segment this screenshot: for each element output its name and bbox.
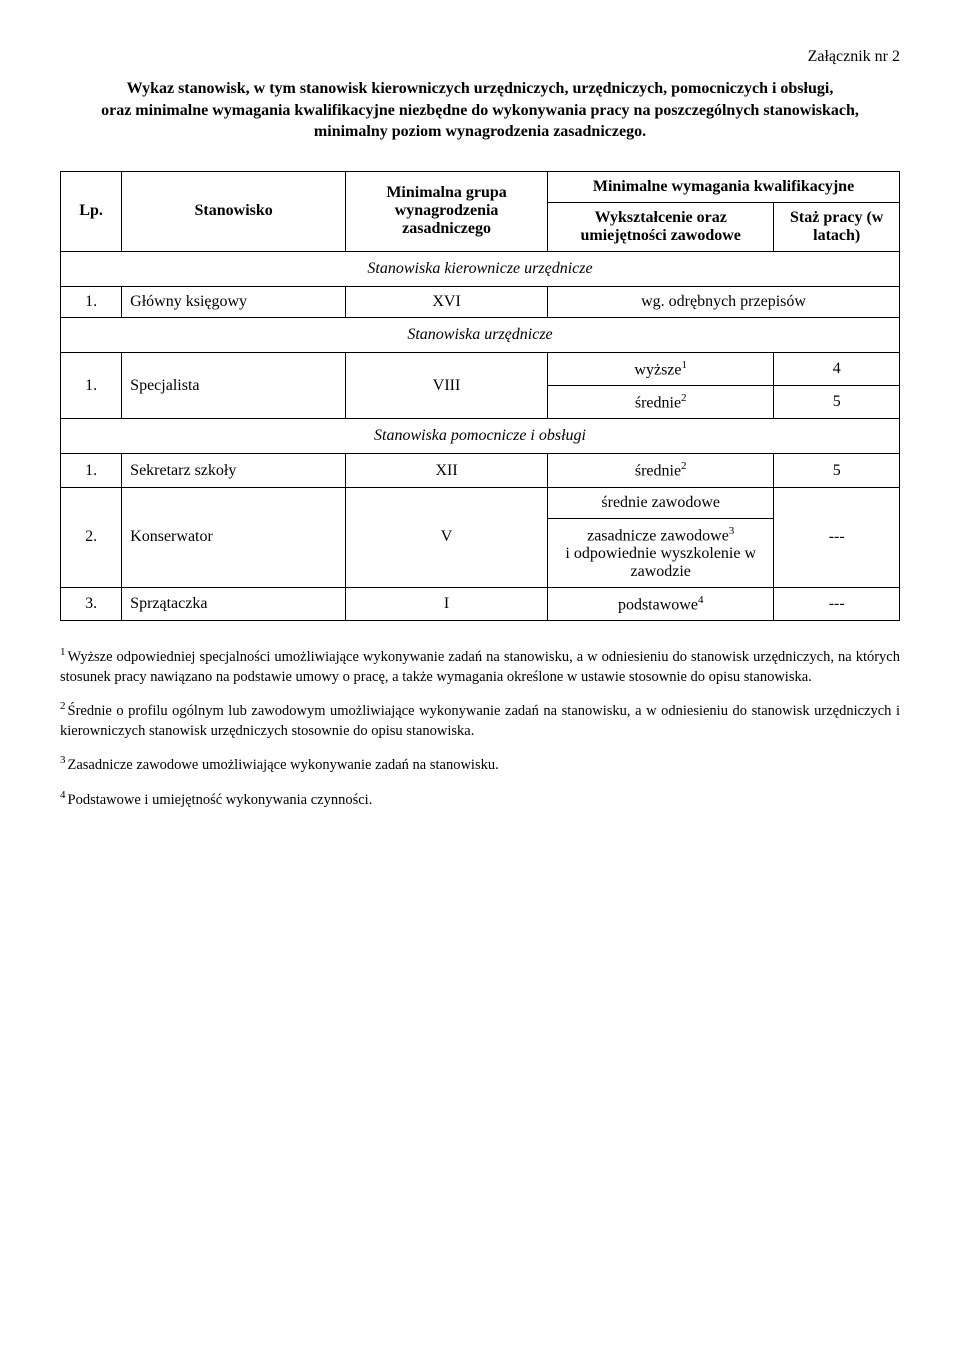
- footnote-1: 1Wyższe odpowiedniej specjalności umożli…: [60, 645, 900, 687]
- edu-sup: 3: [729, 525, 735, 537]
- section-pomocnicze-label: Stanowiska pomocnicze i obsługi: [61, 419, 900, 454]
- col-minimalna-grupa: Minimalna grupa wynagrodzenia zasadnicze…: [346, 171, 548, 251]
- cell-grp: I: [346, 588, 548, 621]
- cell-edu: wyższe1: [548, 352, 774, 385]
- cell-edu: średnie2: [548, 454, 774, 487]
- cell-exp: ---: [774, 487, 900, 587]
- footnote-4-text: Podstawowe i umiejętność wykonywania czy…: [68, 792, 373, 808]
- footnote-2: 2Średnie o profilu ogólnym lub zawodowym…: [60, 699, 900, 741]
- positions-table: Lp. Stanowisko Minimalna grupa wynagrodz…: [60, 171, 900, 622]
- col-minimalne-wymagania: Minimalne wymagania kwalifikacyjne: [548, 171, 900, 202]
- edu-text: zasadnicze zawodowe: [587, 527, 729, 544]
- footnote-2-sup: 2: [60, 700, 66, 712]
- edu-text: średnie: [635, 463, 681, 480]
- edu-sup: 2: [681, 392, 687, 404]
- col-stanowisko: Stanowisko: [122, 171, 346, 251]
- table-row: 1. Specjalista VIII wyższe1 4: [61, 352, 900, 385]
- cell-edu: zasadnicze zawodowe3 i odpowiednie wyszk…: [548, 518, 774, 587]
- table-row: 3. Sprzątaczka I podstawowe4 ---: [61, 588, 900, 621]
- edu-text: podstawowe: [618, 596, 698, 613]
- cell-pos: Konserwator: [122, 487, 346, 587]
- cell-exp: ---: [774, 588, 900, 621]
- edu-text: średnie: [635, 394, 681, 411]
- footnote-3-sup: 3: [60, 754, 66, 766]
- section-kierownicze: Stanowiska kierownicze urzędnicze: [61, 251, 900, 286]
- table-row: 2. Konserwator V średnie zawodowe ---: [61, 487, 900, 518]
- cell-lp: 1.: [61, 286, 122, 317]
- footnote-4-sup: 4: [60, 789, 66, 801]
- footnote-2-text: Średnie o profilu ogólnym lub zawodowym …: [60, 703, 900, 739]
- footnote-4: 4Podstawowe i umiejętność wykonywania cz…: [60, 788, 900, 810]
- edu-sup: 1: [682, 359, 688, 371]
- cell-edu: wg. odrębnych przepisów: [548, 286, 900, 317]
- attachment-label: Załącznik nr 2: [60, 48, 900, 66]
- cell-exp: 5: [774, 386, 900, 419]
- cell-pos: Główny księgowy: [122, 286, 346, 317]
- section-urzednicze-label: Stanowiska urzędnicze: [61, 317, 900, 352]
- cell-grp: V: [346, 487, 548, 587]
- cell-lp: 1.: [61, 454, 122, 487]
- edu-sup: 2: [681, 460, 687, 472]
- intro-line-2: oraz minimalne wymagania kwalifikacyjne …: [101, 102, 859, 119]
- cell-exp: 5: [774, 454, 900, 487]
- intro-line-3: minimalny poziom wynagrodzenia zasadnicz…: [314, 123, 646, 140]
- col-lp: Lp.: [61, 171, 122, 251]
- cell-grp: VIII: [346, 352, 548, 419]
- footnotes: 1Wyższe odpowiedniej specjalności umożli…: [60, 645, 900, 810]
- footnote-3-text: Zasadnicze zawodowe umożliwiające wykony…: [68, 757, 499, 773]
- cell-pos: Sprzątaczka: [122, 588, 346, 621]
- footnote-1-text: Wyższe odpowiedniej specjalności umożliw…: [60, 649, 900, 685]
- edu-text: wyższe: [634, 361, 681, 378]
- edu-sup: 4: [698, 594, 704, 606]
- footnote-3: 3Zasadnicze zawodowe umożliwiające wykon…: [60, 753, 900, 775]
- edu-extra: i odpowiednie wyszkolenie w zawodzie: [565, 545, 756, 580]
- footnote-1-sup: 1: [60, 646, 66, 658]
- cell-lp: 1.: [61, 352, 122, 419]
- cell-exp: 4: [774, 352, 900, 385]
- cell-pos: Sekretarz szkoły: [122, 454, 346, 487]
- col-staz: Staż pracy (w latach): [774, 202, 900, 251]
- intro-line-1: Wykaz stanowisk, w tym stanowisk kierown…: [127, 80, 834, 97]
- cell-grp: XII: [346, 454, 548, 487]
- cell-lp: 2.: [61, 487, 122, 587]
- cell-edu: średnie zawodowe: [548, 487, 774, 518]
- cell-grp: XVI: [346, 286, 548, 317]
- cell-edu: średnie2: [548, 386, 774, 419]
- section-kierownicze-label: Stanowiska kierownicze urzędnicze: [61, 251, 900, 286]
- col-wyksztalcenie: Wykształcenie oraz umiejętności zawodowe: [548, 202, 774, 251]
- intro-block: Wykaz stanowisk, w tym stanowisk kierown…: [90, 78, 870, 143]
- cell-lp: 3.: [61, 588, 122, 621]
- cell-pos: Specjalista: [122, 352, 346, 419]
- table-row: 1. Sekretarz szkoły XII średnie2 5: [61, 454, 900, 487]
- section-urzednicze: Stanowiska urzędnicze: [61, 317, 900, 352]
- table-header-row: Lp. Stanowisko Minimalna grupa wynagrodz…: [61, 171, 900, 202]
- cell-edu: podstawowe4: [548, 588, 774, 621]
- table-row: 1. Główny księgowy XVI wg. odrębnych prz…: [61, 286, 900, 317]
- section-pomocnicze: Stanowiska pomocnicze i obsługi: [61, 419, 900, 454]
